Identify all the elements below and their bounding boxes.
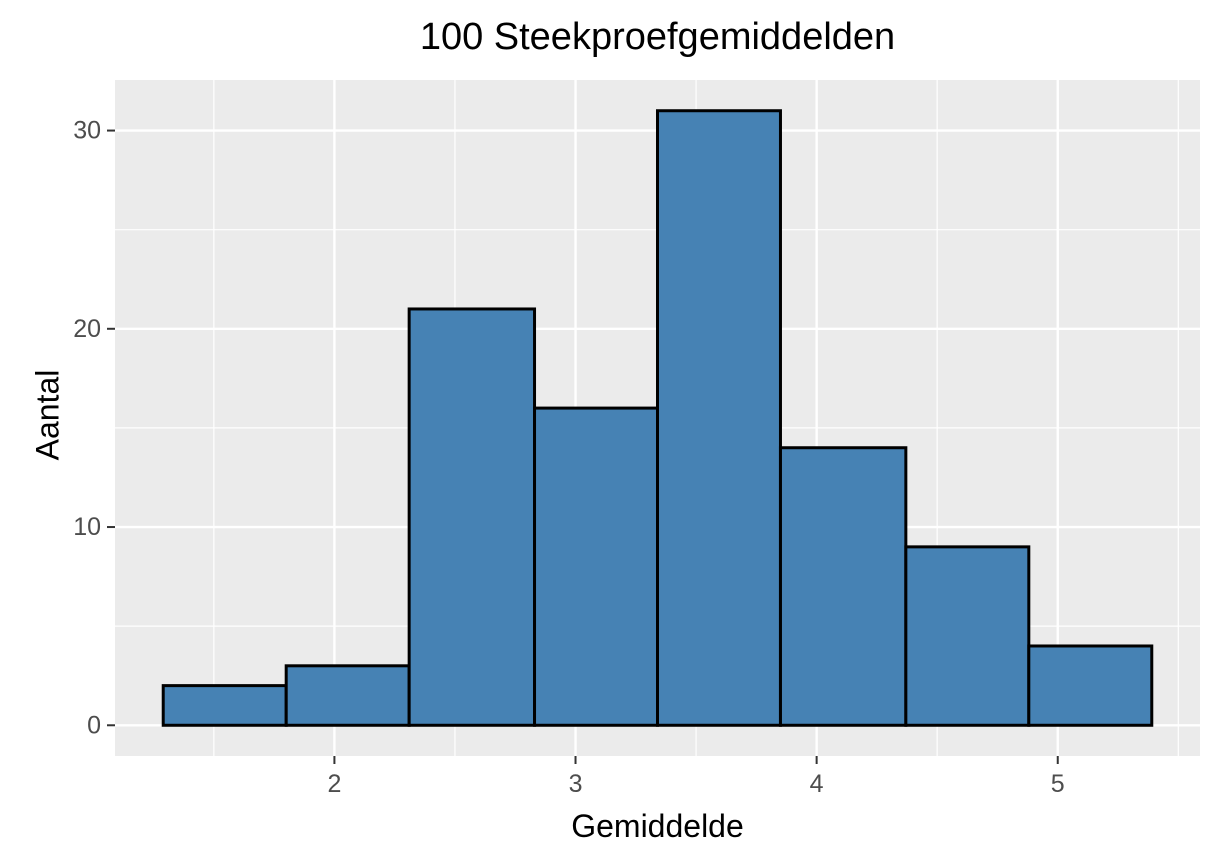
histogram-bar [656,109,782,727]
histogram-bar [1027,644,1154,727]
x-tick-label: 2 [327,770,341,798]
histogram-bar [284,664,411,727]
histogram-bar [778,446,908,727]
x-tick-label: 5 [1051,770,1065,798]
y-tick-label: 20 [73,315,101,343]
histogram-bar [533,406,659,727]
histogram-bar [904,545,1031,727]
histogram-bar [407,307,537,727]
y-tick-label: 0 [87,711,101,739]
x-tick-label: 3 [569,770,583,798]
y-tick-label: 10 [73,513,101,541]
x-tick-label: 4 [810,770,824,798]
y-axis-title: Aantal [29,369,66,461]
y-tick-label: 30 [73,117,101,145]
x-axis-title: Gemiddelde [571,808,744,844]
chart-title: 100 Steekproefgemiddelden [419,16,896,58]
histogram-bar [161,684,288,727]
